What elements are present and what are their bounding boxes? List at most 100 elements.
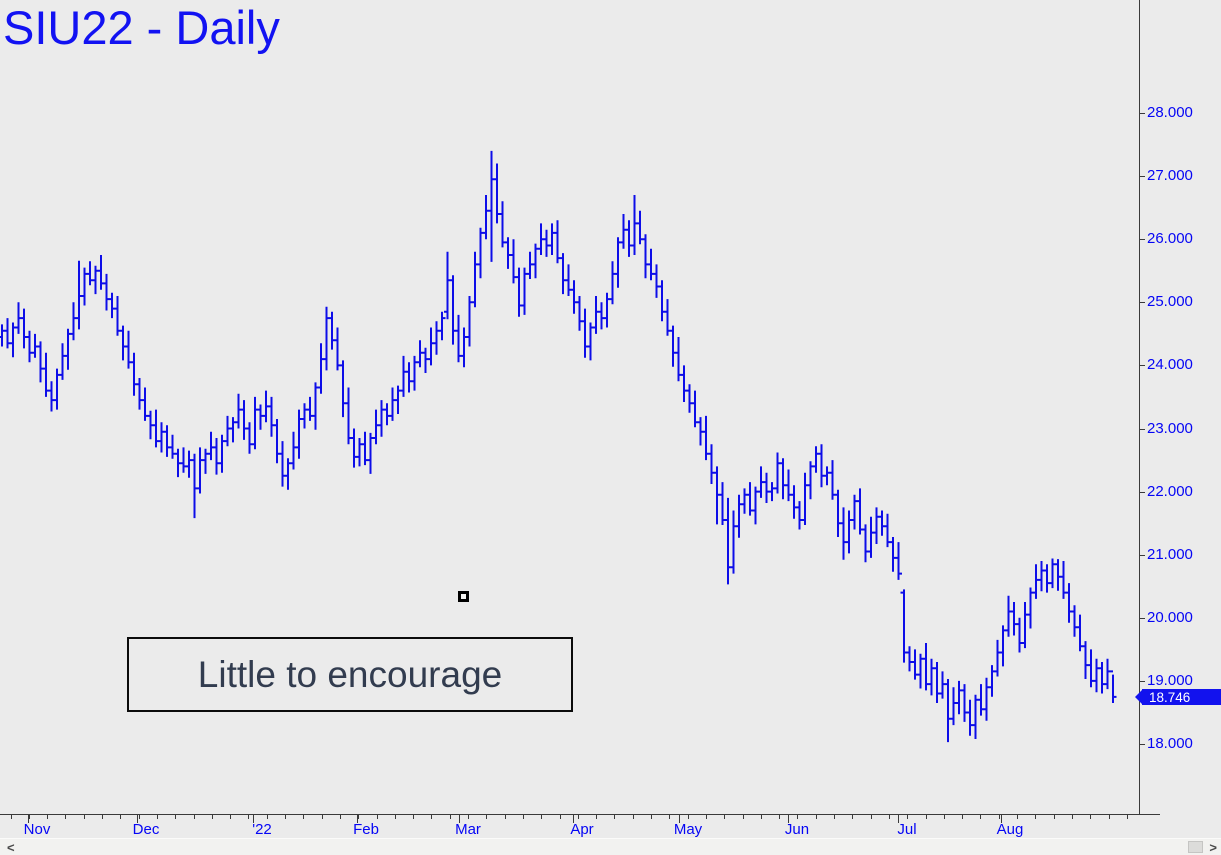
minor-tick bbox=[83, 815, 85, 819]
month-tick bbox=[679, 815, 680, 823]
chart-title: SIU22 - Daily bbox=[3, 1, 280, 54]
minor-tick bbox=[504, 815, 506, 819]
minor-tick bbox=[724, 815, 726, 819]
minor-tick bbox=[120, 815, 122, 819]
minor-tick bbox=[632, 815, 634, 819]
time-axis-label: Dec bbox=[132, 821, 160, 838]
price-tick bbox=[1139, 113, 1145, 114]
price-tick bbox=[1139, 744, 1145, 745]
minor-tick bbox=[669, 815, 671, 819]
price-tick bbox=[1139, 681, 1145, 682]
minor-tick bbox=[541, 815, 543, 819]
minor-tick bbox=[687, 815, 689, 819]
price-axis-label: 21.000 bbox=[1147, 546, 1193, 563]
price-tick bbox=[1139, 239, 1145, 240]
last-price-tag: 18.746 bbox=[1135, 689, 1221, 705]
minor-tick bbox=[1071, 815, 1073, 819]
minor-tick bbox=[1126, 815, 1128, 819]
minor-tick bbox=[779, 815, 781, 819]
minor-tick bbox=[559, 815, 561, 819]
minor-tick bbox=[705, 815, 707, 819]
minor-tick bbox=[1053, 815, 1055, 819]
price-axis-label: 20.000 bbox=[1147, 609, 1193, 626]
minor-tick bbox=[852, 815, 854, 819]
price-tick bbox=[1139, 618, 1145, 619]
minor-tick bbox=[468, 815, 469, 819]
month-tick bbox=[137, 815, 138, 823]
time-axis-label: Jun bbox=[784, 821, 810, 838]
month-tick bbox=[357, 815, 358, 823]
minor-tick bbox=[102, 815, 103, 819]
minor-tick bbox=[980, 815, 982, 819]
price-axis-label: 22.000 bbox=[1147, 483, 1193, 500]
minor-tick bbox=[248, 815, 250, 819]
price-tick bbox=[1139, 429, 1145, 430]
month-tick bbox=[1001, 815, 1002, 823]
annotation-text: Little to encourage bbox=[197, 653, 503, 695]
month-tick bbox=[28, 815, 29, 823]
minor-tick bbox=[962, 815, 964, 819]
minor-tick bbox=[230, 815, 232, 819]
minor-tick bbox=[888, 815, 890, 819]
scroll-left-arrow-icon[interactable]: < bbox=[7, 840, 15, 855]
minor-tick bbox=[486, 815, 488, 819]
annotation-note[interactable]: Little to encourage bbox=[127, 637, 573, 712]
minor-tick bbox=[1108, 815, 1110, 819]
time-axis-label: Mar bbox=[455, 821, 481, 838]
price-axis-label: 23.000 bbox=[1147, 420, 1193, 437]
month-tick bbox=[788, 815, 789, 823]
minor-tick bbox=[614, 815, 616, 819]
time-axis-label: Jul bbox=[897, 821, 917, 838]
minor-tick bbox=[522, 815, 524, 819]
minor-tick bbox=[449, 815, 451, 819]
price-axis-label: 27.000 bbox=[1147, 167, 1193, 184]
time-axis-label: Feb bbox=[353, 821, 379, 838]
minor-tick bbox=[211, 815, 213, 819]
scrollbar-thumb[interactable] bbox=[1188, 841, 1203, 853]
minor-tick bbox=[1090, 815, 1092, 819]
minor-tick bbox=[742, 815, 744, 819]
minor-tick bbox=[577, 815, 579, 819]
minor-tick bbox=[394, 815, 396, 819]
minor-tick bbox=[285, 815, 286, 819]
last-price-text: 18.746 bbox=[1149, 689, 1191, 705]
time-axis-label: '22 bbox=[252, 821, 272, 838]
price-tick bbox=[1139, 555, 1145, 556]
minor-tick bbox=[760, 815, 762, 819]
month-tick bbox=[253, 815, 254, 823]
price-tick bbox=[1139, 492, 1145, 493]
price-axis-line bbox=[1139, 0, 1140, 814]
horizontal-scrollbar[interactable]: < > bbox=[0, 838, 1221, 855]
minor-tick bbox=[431, 815, 433, 819]
price-axis-label: 19.000 bbox=[1147, 672, 1193, 689]
minor-tick bbox=[870, 815, 872, 819]
scroll-right-arrow-icon[interactable]: > bbox=[1209, 840, 1217, 855]
minor-tick bbox=[596, 815, 598, 819]
time-axis-label: Aug bbox=[996, 821, 1024, 838]
minor-tick bbox=[797, 815, 799, 819]
price-axis-label: 25.000 bbox=[1147, 293, 1193, 310]
minor-tick bbox=[266, 815, 268, 819]
minor-tick bbox=[358, 815, 360, 819]
price-tick bbox=[1139, 302, 1145, 303]
price-tag-arrow-icon bbox=[1135, 690, 1142, 704]
annotation-drag-handle[interactable] bbox=[458, 591, 469, 602]
minor-tick bbox=[156, 815, 158, 819]
minor-tick bbox=[47, 815, 49, 819]
minor-tick bbox=[907, 815, 909, 819]
minor-tick bbox=[321, 815, 323, 819]
minor-tick bbox=[138, 815, 140, 819]
minor-tick bbox=[175, 815, 177, 819]
minor-tick bbox=[193, 815, 195, 819]
month-tick bbox=[898, 815, 899, 823]
minor-tick bbox=[834, 815, 835, 819]
minor-tick bbox=[376, 815, 378, 819]
ohlc-bars bbox=[0, 150, 1117, 743]
price-axis-label: 24.000 bbox=[1147, 356, 1193, 373]
time-axis-label: May bbox=[673, 821, 703, 838]
time-axis-line bbox=[0, 814, 1160, 815]
time-axis-label: Nov bbox=[23, 821, 51, 838]
minor-tick bbox=[1017, 815, 1018, 819]
